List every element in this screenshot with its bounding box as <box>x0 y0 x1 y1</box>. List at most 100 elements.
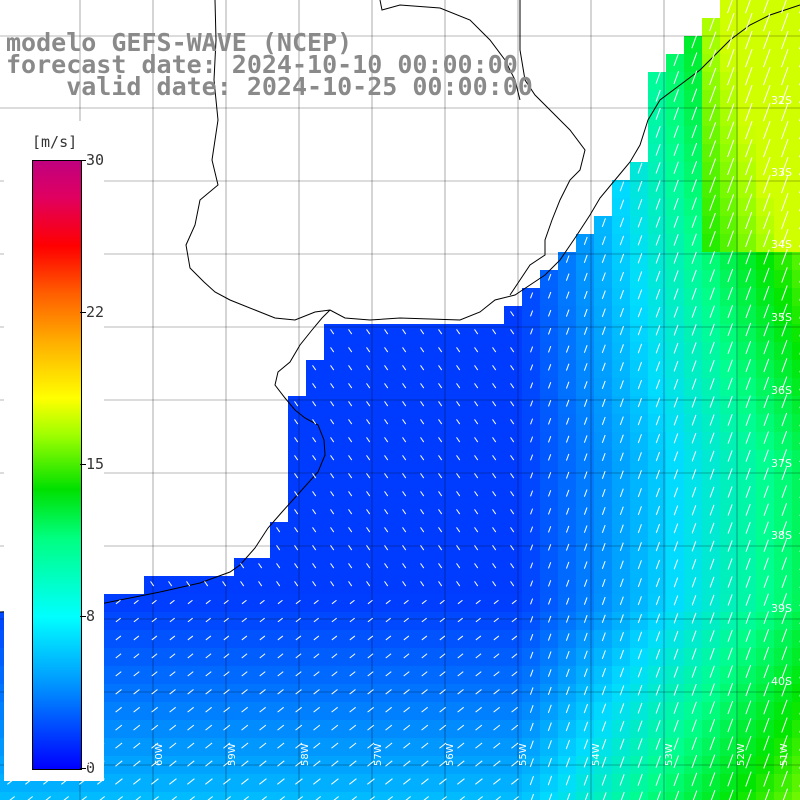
wind-arrow <box>547 722 552 732</box>
wind-arrow <box>438 491 443 497</box>
wind-arrow <box>205 653 212 659</box>
wind-arrow <box>423 796 429 800</box>
wind-arrow <box>493 689 500 695</box>
wind-speed-cell <box>612 792 630 800</box>
wind-speed-cell <box>792 540 800 558</box>
wind-arrow <box>763 735 770 751</box>
wind-arrow <box>402 437 407 443</box>
wind-arrow <box>187 635 194 641</box>
wind-arrow <box>601 650 606 660</box>
wind-arrow <box>441 796 447 800</box>
wind-arrow <box>241 653 248 659</box>
wind-arrow <box>763 285 770 301</box>
wind-arrow <box>655 379 661 390</box>
wind-arrow <box>492 527 497 533</box>
wind-arrow <box>619 289 625 300</box>
wind-arrow <box>530 544 534 551</box>
wind-arrow <box>673 559 679 570</box>
colorbar-tick: 15 <box>86 455 105 473</box>
wind-arrow <box>330 545 335 551</box>
wind-arrow <box>745 359 752 373</box>
wind-arrow <box>709 31 717 50</box>
wind-arrow <box>330 401 335 407</box>
wind-speed-cell <box>594 792 612 800</box>
wind-arrow <box>781 681 788 697</box>
wind-arrow <box>637 488 642 498</box>
wind-arrow <box>510 311 515 317</box>
wind-arrow <box>637 434 642 444</box>
wind-arrow <box>493 706 500 713</box>
wind-arrow <box>420 527 425 533</box>
wind-arrow <box>744 84 753 104</box>
wind-arrow <box>330 419 335 425</box>
wind-arrow <box>331 653 338 659</box>
wind-arrow <box>781 646 788 661</box>
wind-arrow <box>727 286 734 301</box>
wind-arrow <box>565 507 570 515</box>
wind-arrow <box>133 778 141 785</box>
wind-arrow <box>745 593 751 606</box>
wind-arrow <box>241 724 249 731</box>
wind-arrow <box>601 218 606 228</box>
wind-arrow <box>583 650 588 660</box>
wind-speed-cell <box>792 378 800 396</box>
wind-arrow <box>637 253 643 264</box>
wind-arrow <box>727 305 734 319</box>
wind-arrow <box>151 599 157 605</box>
wind-arrow <box>384 563 389 569</box>
wind-arrow <box>456 581 461 587</box>
wind-arrow <box>655 613 661 624</box>
wind-arrow <box>727 450 733 462</box>
wind-speed-cell <box>126 792 144 800</box>
wind-arrow <box>276 545 281 551</box>
wind-arrow <box>745 211 753 230</box>
wind-arrow <box>277 724 285 731</box>
wind-arrow <box>547 651 552 659</box>
wind-speed-cell <box>792 468 800 486</box>
wind-arrow <box>781 752 788 769</box>
wind-arrow <box>691 737 698 751</box>
wind-arrow <box>420 581 425 587</box>
wind-arrow <box>402 581 407 587</box>
wind-arrow <box>27 796 33 800</box>
wind-arrow <box>673 252 679 264</box>
wind-arrow <box>709 13 717 32</box>
wind-arrow <box>727 736 734 751</box>
wind-arrow <box>511 635 518 641</box>
wind-arrow <box>259 778 267 785</box>
wind-arrow <box>655 125 661 138</box>
wind-arrow <box>565 291 570 299</box>
wind-arrow <box>745 557 751 570</box>
wind-arrow <box>313 760 321 767</box>
wind-arrow <box>709 287 715 301</box>
wind-arrow <box>81 796 87 800</box>
wind-arrow <box>780 102 789 122</box>
wind-arrow <box>259 706 266 713</box>
wind-arrow <box>384 437 389 443</box>
wind-arrow <box>745 157 753 176</box>
wind-arrow <box>421 671 428 677</box>
wind-arrow <box>151 617 157 623</box>
wind-arrow <box>187 760 195 767</box>
wind-arrow <box>330 437 335 443</box>
wind-arrow <box>673 415 679 426</box>
wind-arrow <box>583 703 589 714</box>
wind-arrow <box>313 742 321 749</box>
wind-arrow <box>366 563 371 569</box>
wind-arrow <box>655 415 661 426</box>
wind-arrow <box>619 181 625 192</box>
wind-arrow <box>709 341 715 354</box>
wind-arrow <box>349 653 356 659</box>
wind-arrow <box>205 760 213 767</box>
wind-arrow <box>510 455 515 461</box>
wind-arrow <box>439 724 447 731</box>
wind-arrow <box>565 615 570 623</box>
wind-speed-cell <box>234 792 252 800</box>
wind-arrow <box>348 347 353 353</box>
wind-arrow <box>619 326 624 336</box>
wind-arrow <box>133 689 140 695</box>
title-model: modelo GEFS-WAVE (NCEP) <box>6 28 353 57</box>
wind-arrow <box>619 649 625 660</box>
wind-arrow <box>348 401 353 407</box>
wind-arrow <box>403 689 410 695</box>
